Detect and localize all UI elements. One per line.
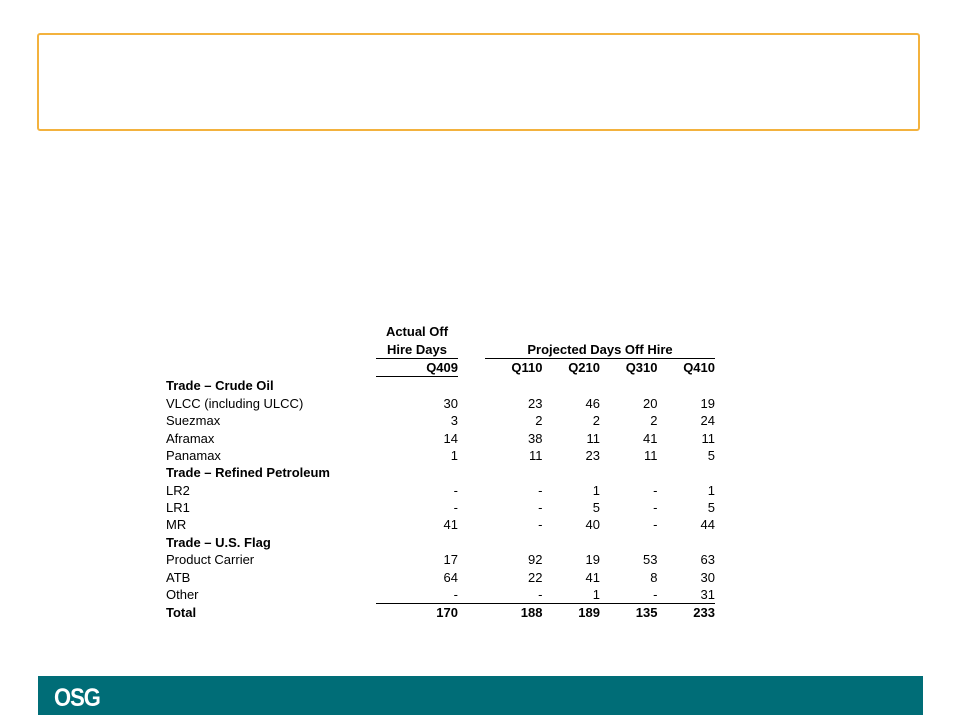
cell-q410: 31 [700, 587, 715, 603]
row-label: Aframax [166, 430, 215, 446]
table-row: Aframax 14 38 11 41 11 [166, 429, 715, 446]
cell-q409: - [453, 500, 458, 516]
table-row: LR2 - - 1 - 1 [166, 482, 715, 499]
osg-logo: OSG [54, 683, 101, 712]
row-label: MR [166, 517, 187, 533]
cell-q409: - [453, 482, 458, 498]
cell-q410: 44 [700, 517, 715, 533]
row-label: Other [166, 587, 199, 603]
cell-q210: 1 [592, 587, 600, 603]
cell-q310: 53 [643, 552, 658, 568]
cell-q410: 63 [700, 552, 715, 568]
col-header-q410: Q410 [683, 360, 715, 376]
cell-q409: 30 [443, 395, 458, 411]
row-label: Product Carrier [166, 552, 255, 568]
cell-q110: 11 [529, 447, 543, 463]
header-row-3: Q409 Q110 Q210 Q310 Q410 [166, 358, 715, 378]
row-label: LR2 [166, 482, 190, 498]
off-hire-days-table: Actual Off Hire Days Projected Days Off … [166, 323, 715, 622]
table-row: Product Carrier 17 92 19 53 63 [166, 551, 715, 568]
cell-q409: 1 [450, 447, 458, 463]
total-row: Total 170 188 189 135 233 [166, 603, 715, 622]
total-label: Total [166, 605, 197, 621]
cell-q110: - [538, 517, 543, 533]
cell-q310: - [653, 482, 658, 498]
cell-q410: 5 [707, 447, 715, 463]
cell-q310: - [653, 500, 658, 516]
cell-q210: 23 [585, 447, 600, 463]
cell-q310: - [653, 517, 658, 533]
cell-q409: 3 [450, 413, 458, 429]
cell-q210: 2 [592, 413, 600, 429]
cell-q410: 24 [700, 413, 715, 429]
cell-q409: 64 [443, 569, 458, 585]
cell-q110: 22 [528, 569, 543, 585]
section-row: Trade – U.S. Flag [166, 534, 715, 551]
cell-q110: - [538, 482, 543, 498]
cell-q210: 46 [585, 395, 600, 411]
table-row: LR1 - - 5 - 5 [166, 499, 715, 516]
row-label: VLCC (including ULCC) [166, 395, 304, 411]
row-label: Panamax [166, 447, 221, 463]
section-row: Trade – Crude Oil [166, 377, 715, 395]
table-row: Panamax 1 11 23 11 5 [166, 447, 715, 464]
cell-q110: 188 [485, 603, 543, 622]
table-row: VLCC (including ULCC) 30 23 46 20 19 [166, 395, 715, 412]
col-header-q409: Q409 [376, 358, 458, 378]
cell-q410: 5 [707, 500, 715, 516]
cell-q110: - [538, 500, 543, 516]
cell-q310: 41 [643, 430, 658, 446]
cell-q210: 11 [586, 430, 601, 446]
cell-q310: 2 [650, 413, 658, 429]
cell-q210: 19 [585, 552, 600, 568]
actual-header-line2: Hire Days [376, 340, 458, 359]
section-label: Trade – Crude Oil [166, 378, 274, 394]
cell-q409: - [453, 587, 458, 603]
section-label: Trade – U.S. Flag [166, 534, 271, 550]
cell-q310: 20 [643, 395, 658, 411]
row-label: ATB [166, 569, 191, 585]
cell-q310: - [653, 587, 658, 603]
cell-q110: - [538, 587, 543, 603]
cell-q110: 38 [528, 430, 543, 446]
table-row: Other - - 1 - 31 [166, 586, 715, 604]
cell-q110: 2 [535, 413, 543, 429]
cell-q210: 1 [592, 482, 600, 498]
cell-q210: 5 [592, 500, 600, 516]
header-row-2: Hire Days Projected Days Off Hire [166, 340, 715, 359]
actual-header-line1: Actual Off [385, 324, 449, 340]
cell-q409: 14 [443, 430, 458, 446]
header-row-1: Actual Off [166, 323, 715, 340]
cell-q310: 8 [650, 569, 658, 585]
cell-q410: 11 [701, 430, 716, 446]
table-row: Suezmax 3 2 2 2 24 [166, 412, 715, 429]
section-label: Trade – Refined Petroleum [166, 465, 330, 481]
cell-q410: 30 [700, 569, 715, 585]
cell-q310: 135 [600, 603, 658, 622]
row-label: LR1 [166, 500, 190, 516]
cell-q210: 189 [542, 603, 600, 622]
cell-q410: 1 [707, 482, 715, 498]
cell-q409: 17 [443, 552, 458, 568]
footer-bar: OSG [38, 676, 923, 715]
cell-q409: 41 [443, 517, 458, 533]
cell-q310: 11 [644, 447, 658, 463]
cell-q110: 23 [528, 395, 543, 411]
row-label: Suezmax [166, 413, 221, 429]
cell-q410: 233 [657, 603, 715, 622]
section-row: Trade – Refined Petroleum [166, 464, 715, 481]
title-box [37, 33, 920, 131]
table-row: MR 41 - 40 - 44 [166, 516, 715, 533]
col-header-q110: Q110 [511, 360, 543, 376]
projected-header: Projected Days Off Hire [485, 340, 715, 359]
cell-q409: 170 [376, 603, 458, 622]
cell-q110: 92 [528, 552, 543, 568]
cell-q210: 40 [585, 517, 600, 533]
table-row: ATB 64 22 41 8 30 [166, 568, 715, 585]
cell-q210: 41 [585, 569, 600, 585]
col-header-q310: Q310 [625, 360, 658, 376]
col-header-q210: Q210 [568, 360, 600, 376]
cell-q410: 19 [700, 395, 715, 411]
